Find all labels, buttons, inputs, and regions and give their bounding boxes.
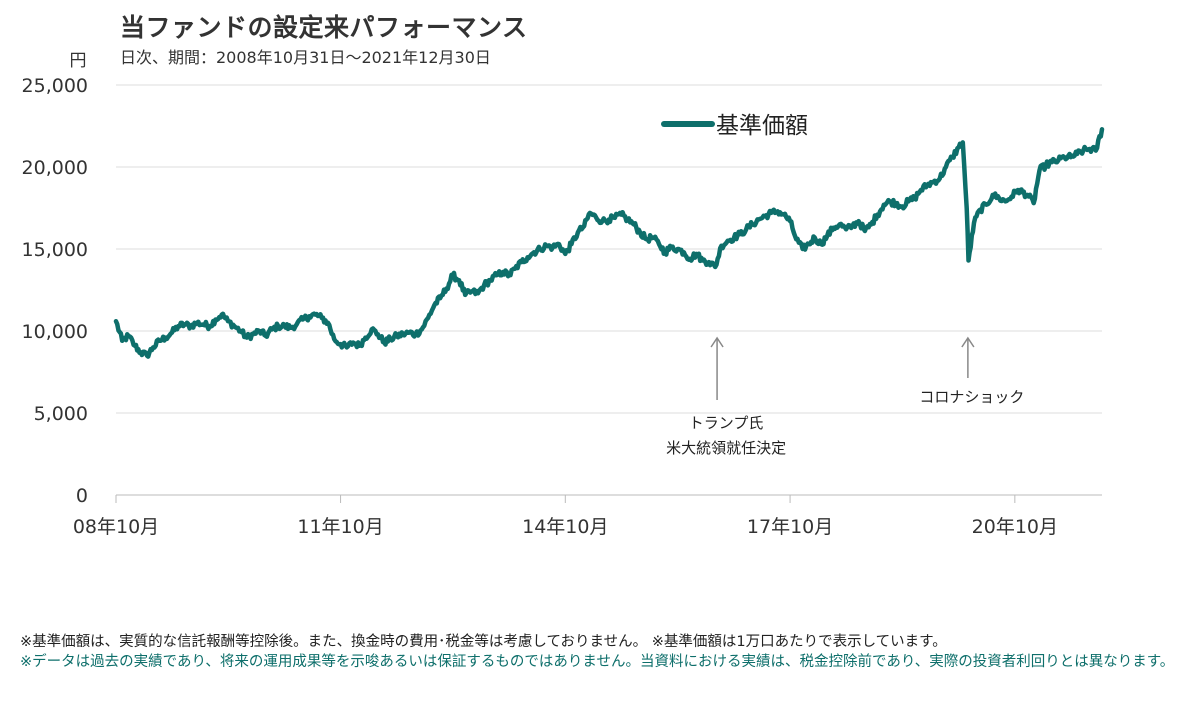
chart-title: 当ファンドの設定来パフォーマンス <box>120 13 528 42</box>
y-tick-label: 10,000 <box>22 321 88 343</box>
x-tick-label: 11年10月 <box>297 516 383 538</box>
x-tick-label: 14年10月 <box>522 516 608 538</box>
x-tick-label: 20年10月 <box>972 516 1058 538</box>
x-tick-label: 17年10月 <box>747 516 833 538</box>
y-tick-label: 5,000 <box>34 403 88 425</box>
x-tick-label: 08年10月 <box>73 516 159 538</box>
y-tick-label: 15,000 <box>22 239 88 261</box>
footnote-1: ※基準価額は、実質的な信託報酬等控除後。また、換金時の費用･税金等は考慮しており… <box>20 634 947 650</box>
gridlines <box>116 84 1102 496</box>
annotation-arrowhead <box>710 336 724 348</box>
annotation-arrowhead <box>961 336 975 348</box>
annotation-label: 米大統領就任決定 <box>666 439 786 457</box>
footnotes: ※基準価額は、実質的な信託報酬等控除後。また、換金時の費用･税金等は考慮しており… <box>20 632 1185 672</box>
chart-subtitle: 日次、期間：2008年10月31日～2021年12月30日 <box>120 48 491 67</box>
performance-chart: 円 0 5,000 10,000 15,000 20,000 25,000 08年10月 1… <box>22 51 1105 538</box>
y-axis-unit-label: 円 <box>70 51 87 71</box>
annotation-label: トランプ氏 <box>689 414 764 432</box>
y-tick-label: 25,000 <box>22 75 88 97</box>
y-axis-ticks: 0 5,000 10,000 15,000 20,000 25,000 <box>22 75 88 507</box>
y-tick-label: 0 <box>76 485 88 507</box>
series-line <box>113 127 1105 359</box>
legend-label: 基準価額 <box>716 113 808 139</box>
series-group <box>113 127 1105 359</box>
annotation-label: コロナショック <box>919 388 1024 406</box>
y-tick-label: 20,000 <box>22 157 88 179</box>
footnote-2: ※データは過去の実績であり、将来の運用成果等を示唆あるいは保証するものではありま… <box>20 654 1175 670</box>
legend: 基準価額 <box>661 113 808 139</box>
x-axis-ticks: 08年10月 11年10月 14年10月 17年10月 20年10月 <box>73 495 1058 538</box>
